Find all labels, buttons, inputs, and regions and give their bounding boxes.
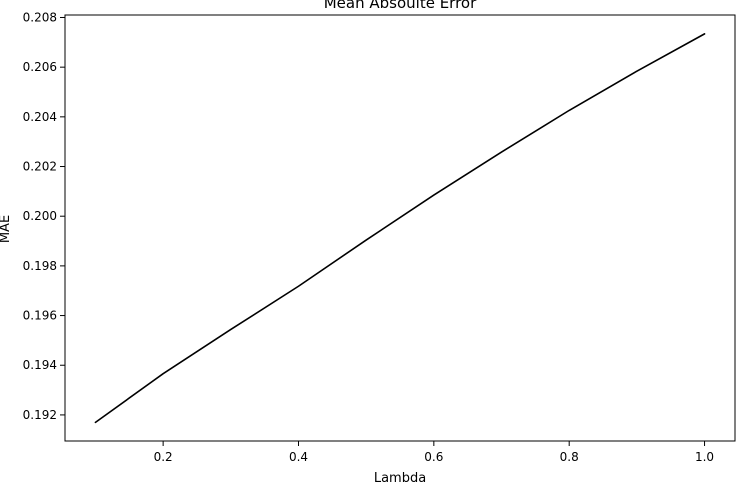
y-tick-label: 0.200 bbox=[23, 209, 57, 223]
series-line-0 bbox=[94, 33, 706, 424]
y-axis-label: MAE bbox=[0, 215, 13, 243]
y-tick-label: 0.192 bbox=[23, 408, 57, 422]
y-tick-label: 0.196 bbox=[23, 309, 57, 323]
y-tick-label: 0.202 bbox=[23, 160, 57, 174]
x-tick-label: 0.8 bbox=[560, 450, 579, 464]
x-axis-label: Lambda bbox=[374, 471, 426, 486]
y-tick-label: 0.204 bbox=[23, 110, 57, 124]
chart-title: Mean Absoulte Error bbox=[324, 0, 477, 12]
axes-frame bbox=[64, 14, 736, 442]
x-tick-label: 0.2 bbox=[154, 450, 173, 464]
y-tick-label: 0.194 bbox=[23, 358, 57, 372]
y-tick-label: 0.206 bbox=[23, 60, 57, 74]
y-tick-label: 0.198 bbox=[23, 259, 57, 273]
plot-area: 0.2 0.4 0.6 0.8 1.0 0.192 0.194 0.196 0.198 0.200… bbox=[23, 10, 736, 464]
x-tick-label: 0.6 bbox=[424, 450, 443, 464]
y-tick-label: 0.208 bbox=[23, 10, 57, 24]
x-tick-label: 1.0 bbox=[695, 450, 714, 464]
x-tick-label: 0.4 bbox=[289, 450, 308, 464]
